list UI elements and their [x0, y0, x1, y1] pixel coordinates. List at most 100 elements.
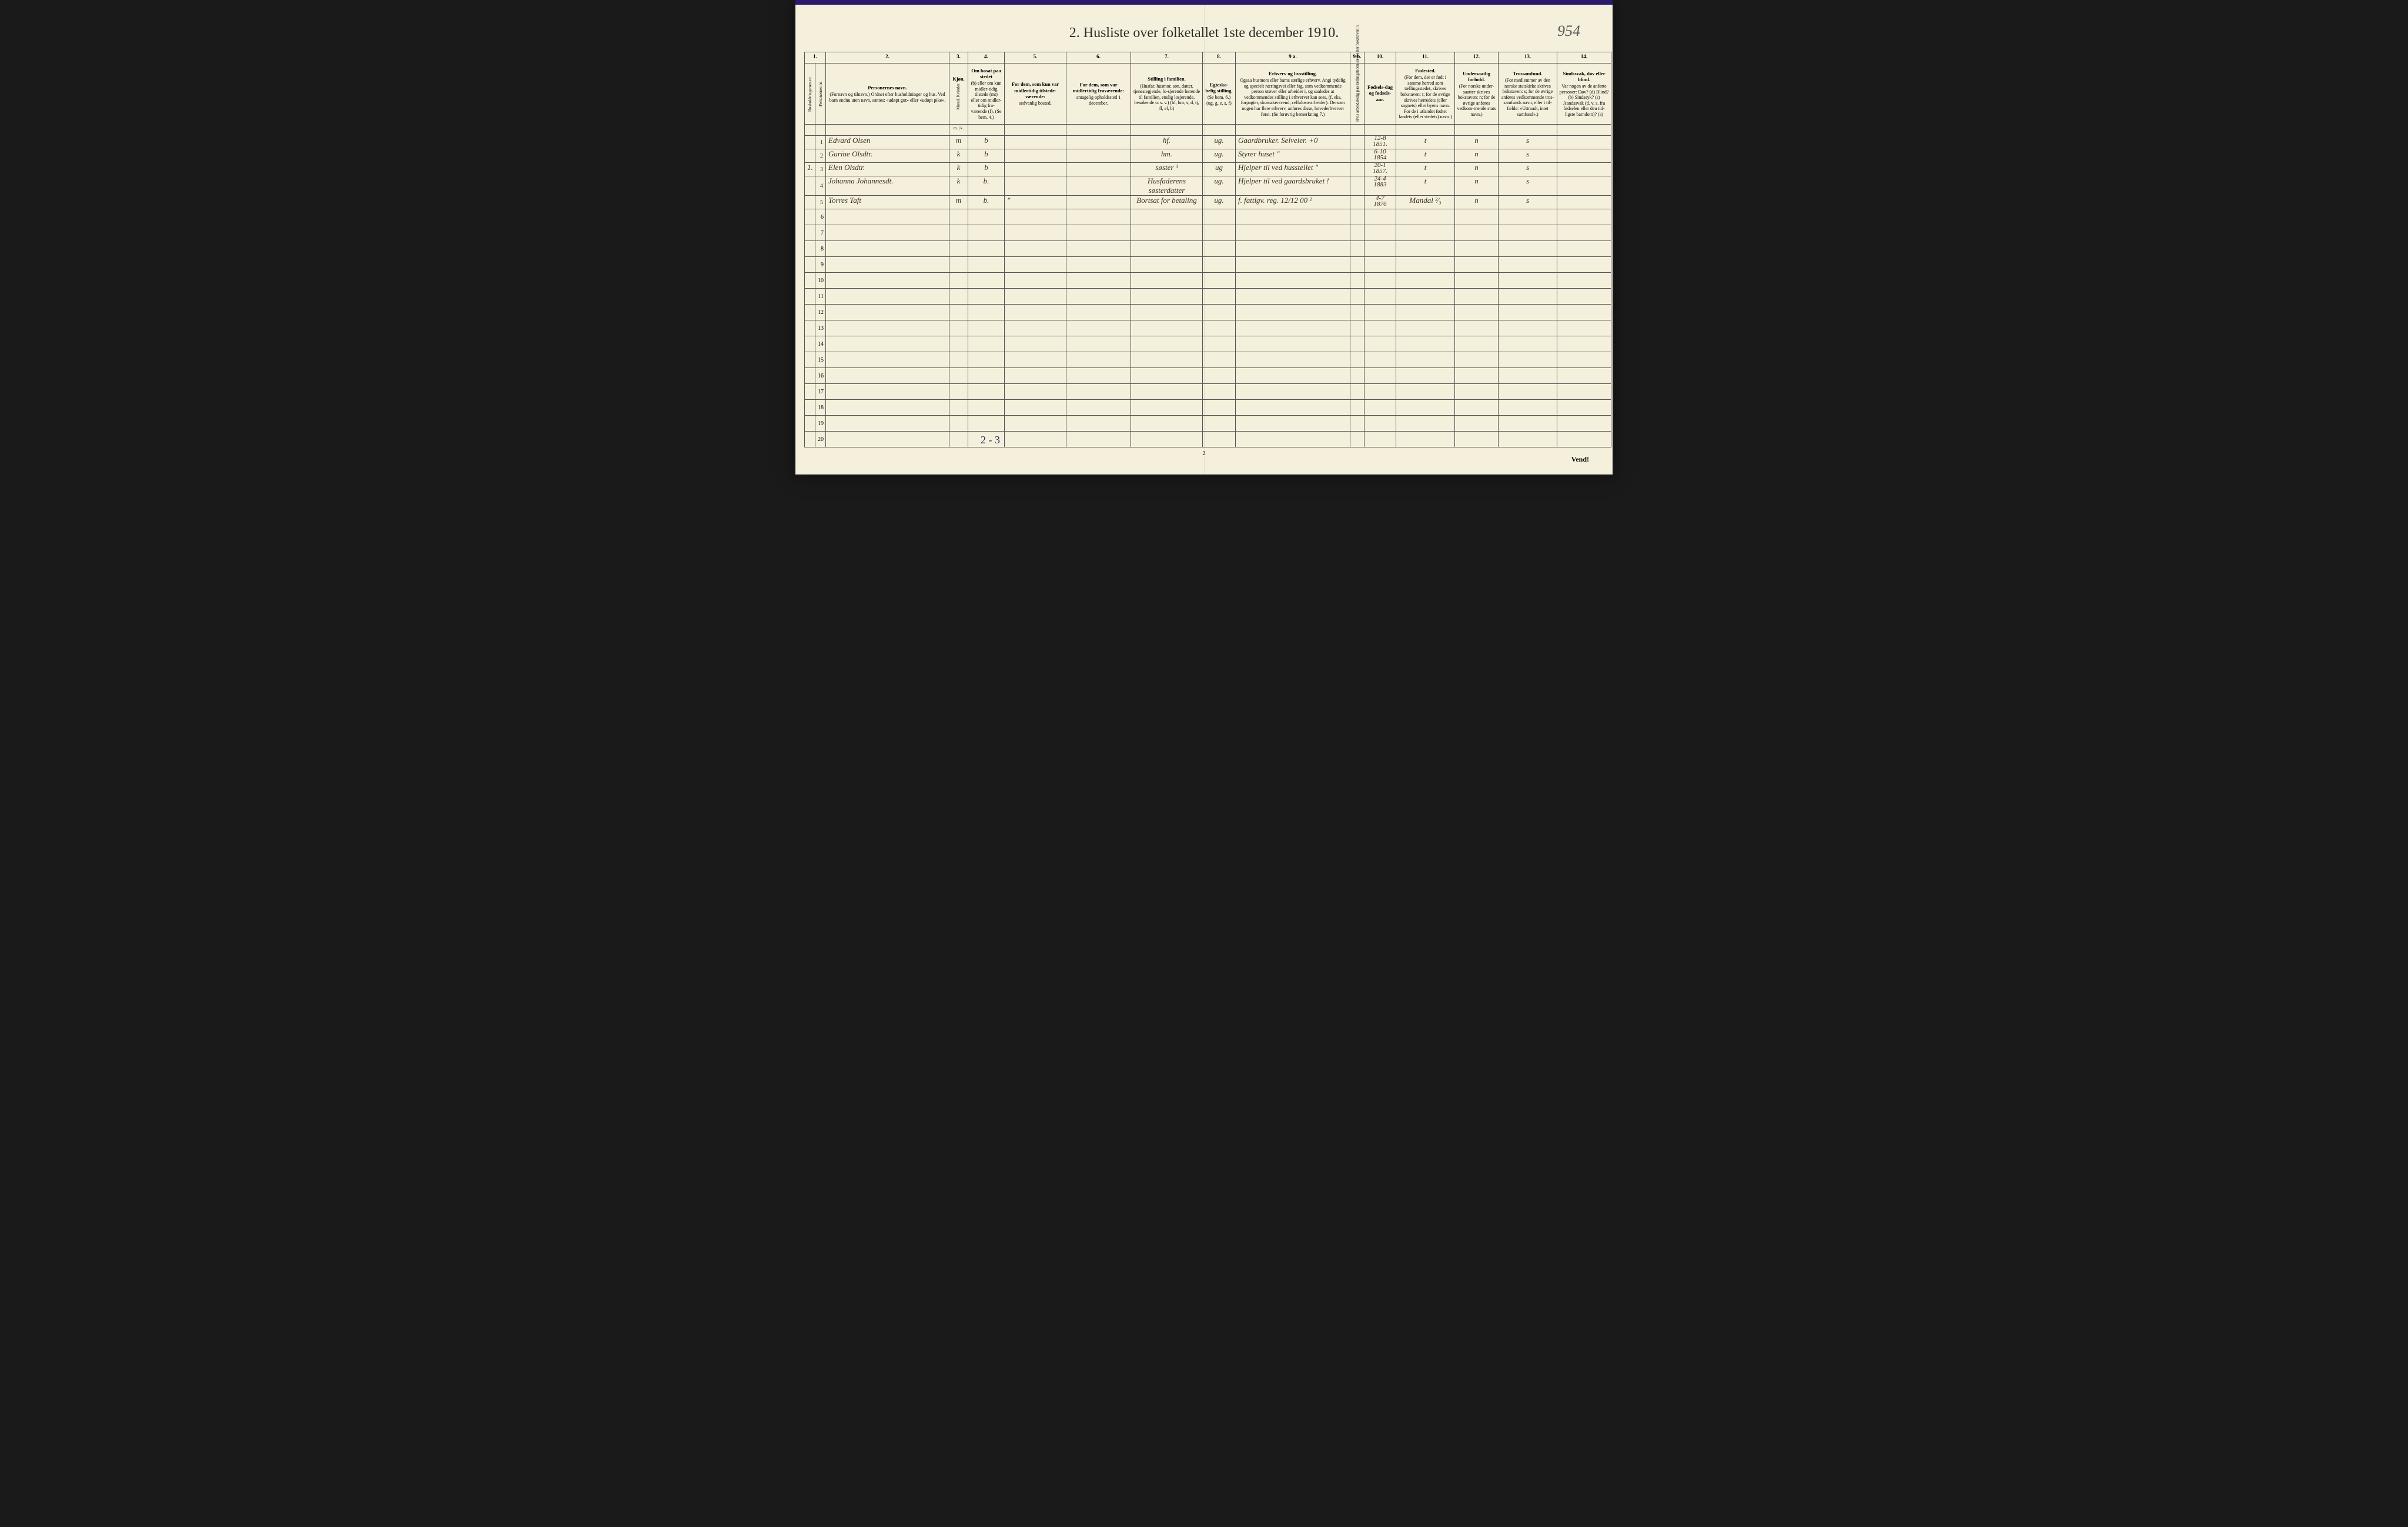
bottom-page-number: 2 — [804, 450, 1604, 457]
hdr-mar-title: Egteska-belig stilling. — [1205, 82, 1233, 93]
empty-cell — [1557, 225, 1611, 241]
person-no: 8 — [815, 241, 826, 257]
empty-cell — [1350, 257, 1364, 273]
vend-label: Vend! — [1571, 455, 1589, 464]
person-no: 12 — [815, 305, 826, 320]
empty-cell — [1499, 273, 1557, 289]
table-row-empty: 10 — [805, 273, 1611, 289]
empty-cell — [1236, 225, 1350, 241]
hdr-family-rel: Stilling i familien. (Husfar, husmor, sø… — [1131, 64, 1203, 125]
hdr-faith-title: Trossamfund. — [1500, 71, 1555, 76]
empty-cell — [1131, 305, 1203, 320]
hdr-famrel-sub: (Husfar, husmor, søn, datter, tjenestegj… — [1133, 83, 1200, 111]
sub-hdr-cell — [1350, 125, 1364, 136]
empty-cell — [1499, 225, 1557, 241]
empty-cell — [1350, 273, 1364, 289]
empty-cell — [1396, 305, 1455, 320]
empty-cell — [1455, 384, 1499, 400]
person-no: 15 — [815, 352, 826, 368]
empty-cell — [1005, 209, 1066, 225]
empty-cell — [968, 273, 1005, 289]
empty-cell — [826, 305, 949, 320]
sub-hdr-cell — [1557, 125, 1611, 136]
temp-absent — [1066, 149, 1131, 163]
empty-cell — [1499, 400, 1557, 416]
table-row-empty: 15 — [805, 352, 1611, 368]
empty-cell — [1396, 400, 1455, 416]
household-no: 1. — [805, 163, 815, 176]
empty-cell — [1131, 336, 1203, 352]
temp-absent — [1066, 136, 1131, 149]
empty-cell — [968, 225, 1005, 241]
empty-cell — [949, 384, 968, 400]
empty-cell — [1557, 368, 1611, 384]
col-num: 2. — [826, 52, 949, 64]
empty-cell — [968, 257, 1005, 273]
empty-cell — [1131, 257, 1203, 273]
hdr-nationality: Undersaatlig forhold. (For norske under-… — [1455, 64, 1499, 125]
hdr-faith: Trossamfund. (For medlemmer av den norsk… — [1499, 64, 1557, 125]
empty-cell — [1236, 241, 1350, 257]
empty-cell — [1066, 241, 1131, 257]
empty-cell — [1350, 368, 1364, 384]
empty-cell — [1455, 400, 1499, 416]
empty-cell — [826, 368, 949, 384]
person-no: 17 — [815, 384, 826, 400]
person-no: 6 — [815, 209, 826, 225]
empty-cell — [1236, 336, 1350, 352]
empty-cell — [1066, 257, 1131, 273]
empty-cell — [1499, 336, 1557, 352]
empty-cell — [1455, 368, 1499, 384]
unemployed — [1350, 163, 1364, 176]
empty-cell — [1236, 416, 1350, 432]
empty-cell — [1203, 336, 1236, 352]
table-row-empty: 7 — [805, 225, 1611, 241]
empty-cell — [949, 257, 968, 273]
marital: ug. — [1203, 149, 1236, 163]
empty-cell — [1557, 305, 1611, 320]
person-no: 4 — [815, 176, 826, 196]
empty-cell — [1557, 352, 1611, 368]
empty-cell — [1350, 241, 1364, 257]
empty-cell — [1364, 257, 1396, 273]
empty-cell — [949, 209, 968, 225]
hdr-disability: Sindssvak, døv eller blind. Var nogen av… — [1557, 64, 1611, 125]
empty-rows-body: 67891011121314151617181920 — [805, 209, 1611, 447]
family-rel: Bortsat for betaling — [1131, 196, 1203, 209]
hdr-faith-sub: (For medlemmer av den norske statskirke … — [1501, 78, 1554, 117]
empty-cell — [968, 209, 1005, 225]
empty-cell — [826, 320, 949, 336]
residence: b — [968, 136, 1005, 149]
person-no: 19 — [815, 416, 826, 432]
person-no: 14 — [815, 336, 826, 352]
sub-hdr-sex-mk: m. | k. — [949, 125, 968, 136]
empty-cell — [1499, 384, 1557, 400]
empty-cell — [805, 384, 815, 400]
temp-absent — [1066, 176, 1131, 196]
empty-cell — [1203, 384, 1236, 400]
empty-cell — [1005, 416, 1066, 432]
faith: s — [1499, 136, 1557, 149]
empty-cell — [1455, 416, 1499, 432]
person-name: Edvard Olsen — [826, 136, 949, 149]
table-row-empty: 18 — [805, 400, 1611, 416]
empty-cell — [1350, 352, 1364, 368]
sex: k — [949, 176, 968, 196]
hdr-away-title: For dem, som var midlertidig fraværende: — [1068, 82, 1129, 93]
hdr-sex-sub: Mænd. Kvinder. — [956, 83, 961, 110]
empty-cell — [1131, 432, 1203, 447]
temp-present — [1005, 163, 1066, 176]
person-no: 5 — [815, 196, 826, 209]
sex: k — [949, 163, 968, 176]
disability — [1557, 176, 1611, 196]
empty-cell — [1455, 289, 1499, 305]
empty-cell — [1396, 225, 1455, 241]
table-row: 5Torres Taftmb."Bortsat for betalingug.f… — [805, 196, 1611, 209]
empty-cell — [826, 289, 949, 305]
birthplace: t — [1396, 136, 1455, 149]
table-row-empty: 19 — [805, 416, 1611, 432]
hdr-name-sub: (Fornavn og tilnavn.) Ordnet efter husho… — [830, 92, 946, 103]
empty-cell — [1499, 305, 1557, 320]
empty-cell — [1131, 225, 1203, 241]
empty-cell — [1066, 225, 1131, 241]
